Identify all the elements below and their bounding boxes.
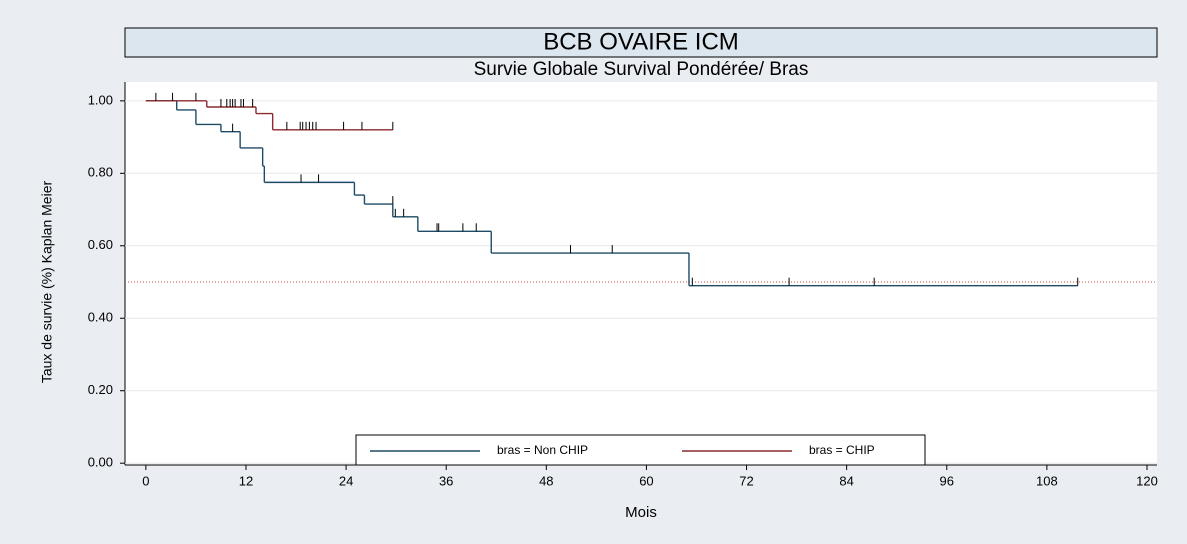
x-axis-label: Mois: [625, 504, 657, 521]
x-tick-label: 72: [739, 473, 753, 488]
x-tick-label: 24: [339, 473, 353, 488]
y-tick-label: 0.00: [88, 455, 113, 470]
x-tick-label: 12: [239, 473, 253, 488]
chart-subtitle: Survie Globale Survival Pondérée/ Bras: [474, 59, 809, 80]
chart-title: BCB OVAIRE ICM: [543, 28, 739, 55]
y-tick-label: 0.80: [88, 165, 113, 180]
x-tick-label: 36: [439, 473, 453, 488]
y-axis-label: Taux de survie (%) Kaplan Meier: [39, 181, 55, 384]
y-tick-label: 1.00: [88, 92, 113, 107]
x-tick-label: 108: [1036, 473, 1058, 488]
x-tick-label: 48: [539, 473, 553, 488]
plot-area: [125, 82, 1157, 465]
legend-box: [355, 434, 926, 466]
legend-label: bras = CHIP: [809, 443, 875, 457]
y-tick-label: 0.20: [88, 382, 113, 397]
title-box: [124, 27, 1158, 58]
x-tick-label: 96: [940, 473, 954, 488]
x-tick-label: 84: [839, 473, 853, 488]
x-tick-label: 60: [639, 473, 653, 488]
y-tick-label: 0.40: [88, 310, 113, 325]
x-tick-label: 120: [1136, 473, 1158, 488]
legend-label: bras = Non CHIP: [497, 443, 588, 457]
x-tick-label: 0: [142, 473, 149, 488]
y-tick-label: 0.60: [88, 237, 113, 252]
